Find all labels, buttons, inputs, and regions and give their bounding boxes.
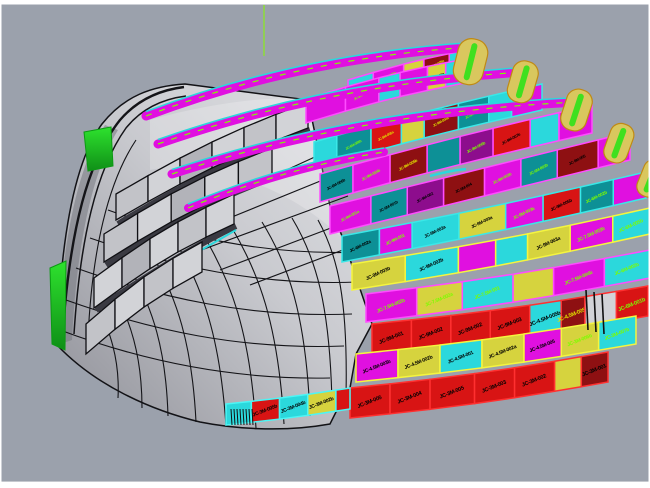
stringer-edge: [145, 41, 473, 113]
plate[interactable]: [597, 315, 637, 352]
plate[interactable]: [512, 266, 555, 304]
plate[interactable]: [225, 400, 253, 426]
plate[interactable]: [494, 232, 529, 267]
horn-highlight: [643, 164, 649, 193]
plate[interactable]: [612, 207, 650, 244]
plate[interactable]: [335, 387, 351, 413]
horn-highlight: [569, 93, 584, 127]
frame-line: [593, 291, 597, 333]
bow-shadow: [57, 125, 118, 345]
frame-horn[interactable]: [450, 36, 490, 88]
horn-highlight: [515, 65, 530, 99]
highlighted-panel[interactable]: [83, 126, 114, 172]
plate[interactable]: [603, 249, 650, 288]
frame-line: [585, 289, 589, 331]
highlighted-panel[interactable]: [49, 260, 67, 351]
frame-hatch-marks: [230, 408, 254, 426]
plate-label: JC-9M-005a: [377, 130, 394, 142]
frame-horn[interactable]: [505, 58, 542, 106]
stringer-marks: [171, 101, 579, 175]
hull-plate[interactable]: [205, 192, 235, 239]
stringer-edge: [187, 147, 385, 205]
plate[interactable]: [553, 355, 583, 393]
hull-plate[interactable]: [172, 240, 203, 290]
stringer-marks: [145, 46, 473, 117]
frame-horn[interactable]: [601, 120, 637, 166]
plate-label: JC-6M-008b: [345, 139, 362, 151]
frame-horn[interactable]: [558, 86, 596, 134]
horn-highlight: [611, 127, 627, 159]
plate[interactable]: [580, 351, 609, 388]
frame-horn[interactable]: [634, 157, 650, 200]
plate[interactable]: [615, 285, 649, 323]
horn-highlight: [463, 43, 478, 81]
stringer-marks: [187, 151, 385, 209]
plate-label: JC-9M-004a: [432, 116, 449, 128]
frame-line: [601, 293, 605, 335]
plate[interactable]: [529, 111, 560, 149]
